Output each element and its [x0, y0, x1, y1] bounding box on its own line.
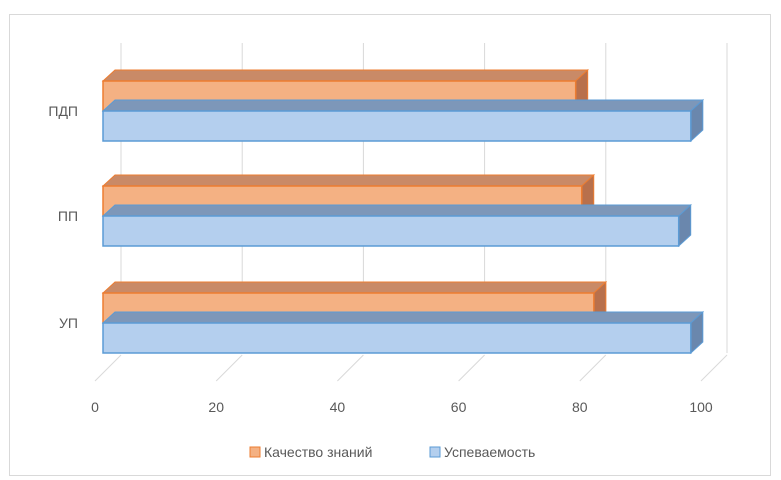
y-tick-label: ПП: [58, 208, 78, 224]
floor-gridline: [700, 354, 728, 382]
legend-label: Качество знаний: [264, 444, 372, 460]
bar-top-face: [101, 311, 705, 324]
bar-top-face: [101, 174, 596, 187]
legend-swatch: [429, 446, 441, 458]
legend-swatch: [249, 446, 261, 458]
bar-top-face: [101, 99, 705, 112]
x-tick-label: 60: [451, 399, 467, 415]
y-tick-label: УП: [59, 315, 78, 331]
floor-gridline: [337, 354, 364, 382]
floor-gridline: [458, 354, 485, 382]
bar: [102, 322, 692, 354]
legend-label: Успеваемость: [444, 444, 535, 460]
x-tick-label: 0: [91, 399, 99, 415]
floor-gridline: [215, 354, 243, 382]
y-tick-label: ПДП: [48, 103, 78, 119]
x-tick-label: 80: [572, 399, 588, 415]
bar: [102, 215, 680, 247]
bar-top-face: [101, 281, 608, 294]
x-tick-label: 100: [689, 399, 713, 415]
bar-top-face: [101, 69, 589, 82]
x-tick-label: 40: [330, 399, 346, 415]
bar-top-face: [101, 204, 692, 217]
floor-gridline: [579, 354, 607, 382]
floor-gridline: [94, 354, 122, 382]
x-tick-label: 20: [208, 399, 224, 415]
bar: [102, 110, 692, 142]
